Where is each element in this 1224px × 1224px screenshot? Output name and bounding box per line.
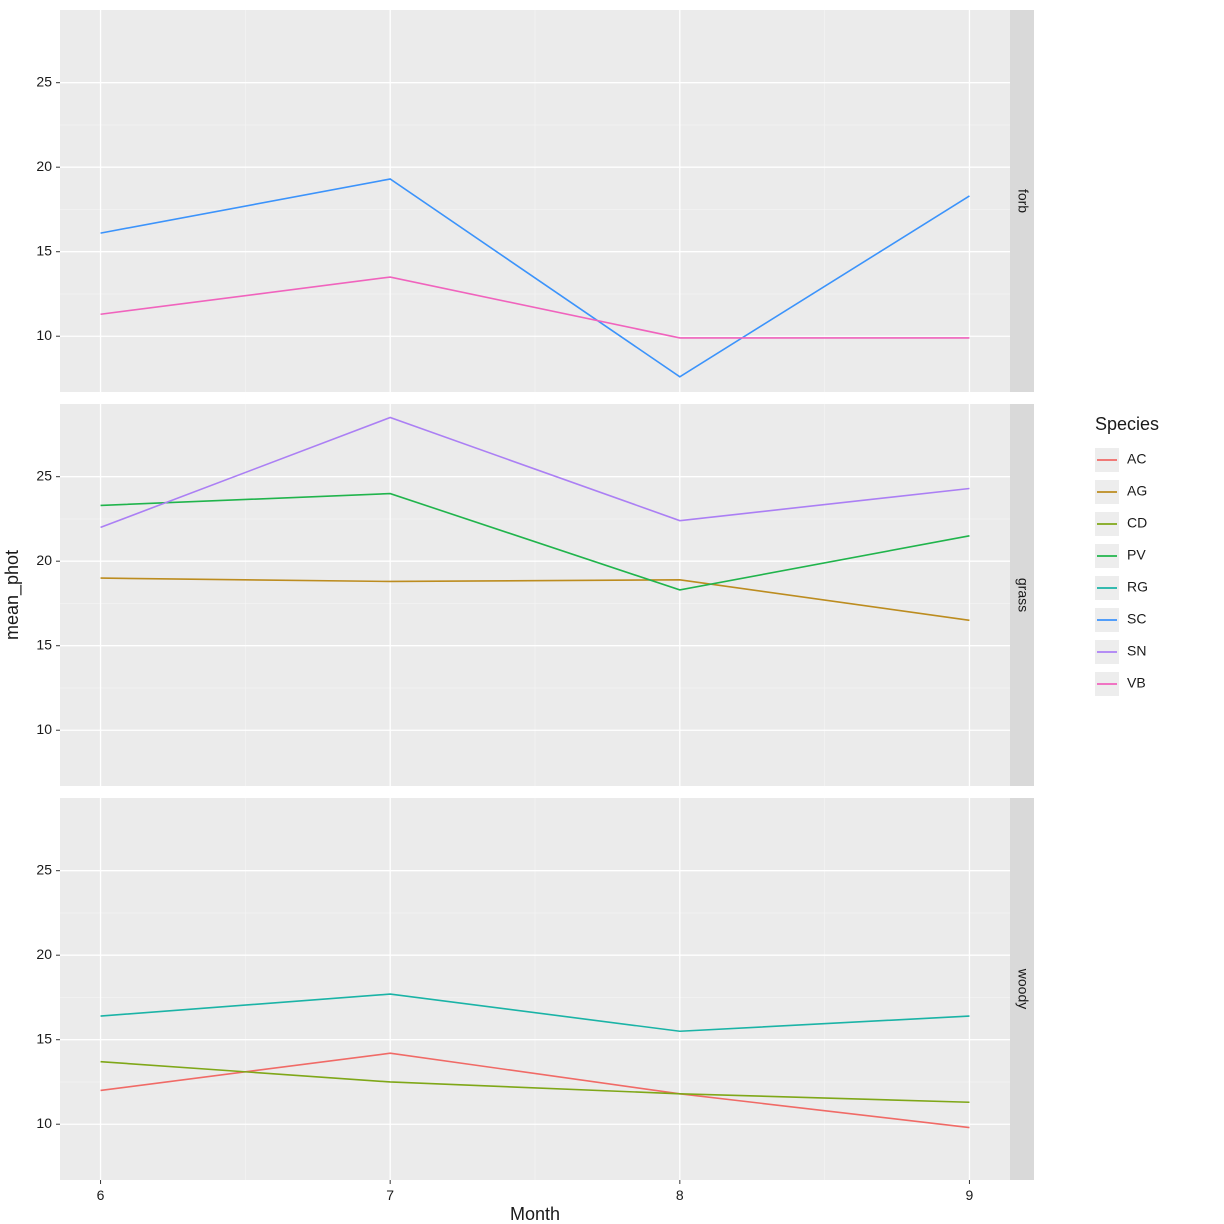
facet-forb: forb 10 15 20 25 [36,10,1034,392]
facet-label: woody [1015,968,1031,1009]
legend-item-CD: CD [1095,512,1147,536]
faceted-line-chart: forb 10 15 20 25 grass 10 15 20 25 woody 10 15 20 25 6 7… [0,0,1224,1224]
facet-label: grass [1015,578,1031,612]
legend-label: CD [1127,515,1147,531]
x-axis-title: Month [510,1204,560,1224]
y-tick-label: 20 [36,946,52,962]
legend-item-AC: AC [1095,448,1146,472]
legend-label: VB [1127,675,1146,691]
legend-label: PV [1127,547,1146,563]
legend-item-AG: AG [1095,480,1147,504]
legend-item-SC: SC [1095,608,1146,632]
y-tick-label: 25 [36,73,52,89]
y-tick-label: 20 [36,552,52,568]
y-tick-label: 10 [36,327,52,343]
y-tick-label: 15 [36,636,52,652]
legend-label: SC [1127,611,1146,627]
y-tick-label: 25 [36,467,52,483]
legend-label: AC [1127,451,1146,467]
legend: Species AC AG CD PV RG SC SN VB [1095,414,1159,696]
y-tick-label: 15 [36,1030,52,1046]
y-tick-label: 20 [36,158,52,174]
y-tick-label: 10 [36,721,52,737]
y-tick-label: 25 [36,861,52,877]
x-tick-label: 7 [386,1187,394,1203]
legend-item-PV: PV [1095,544,1146,568]
facet-grass: grass 10 15 20 25 [36,404,1034,786]
x-tick-label: 6 [97,1187,105,1203]
y-tick-label: 15 [36,242,52,258]
legend-item-RG: RG [1095,576,1148,600]
legend-label: SN [1127,643,1146,659]
legend-item-SN: SN [1095,640,1146,664]
facet-woody: woody 10 15 20 25 6 7 8 9 [36,798,1034,1203]
y-axis-title: mean_phot [2,550,23,640]
x-tick-label: 9 [966,1187,974,1203]
legend-item-VB: VB [1095,672,1146,696]
legend-label: RG [1127,579,1148,595]
facet-label: forb [1015,189,1031,213]
legend-title: Species [1095,414,1159,434]
x-tick-label: 8 [676,1187,684,1203]
chart-svg: forb 10 15 20 25 grass 10 15 20 25 woody 10 15 20 25 6 7… [0,0,1224,1224]
y-tick-label: 10 [36,1115,52,1131]
legend-label: AG [1127,483,1147,499]
